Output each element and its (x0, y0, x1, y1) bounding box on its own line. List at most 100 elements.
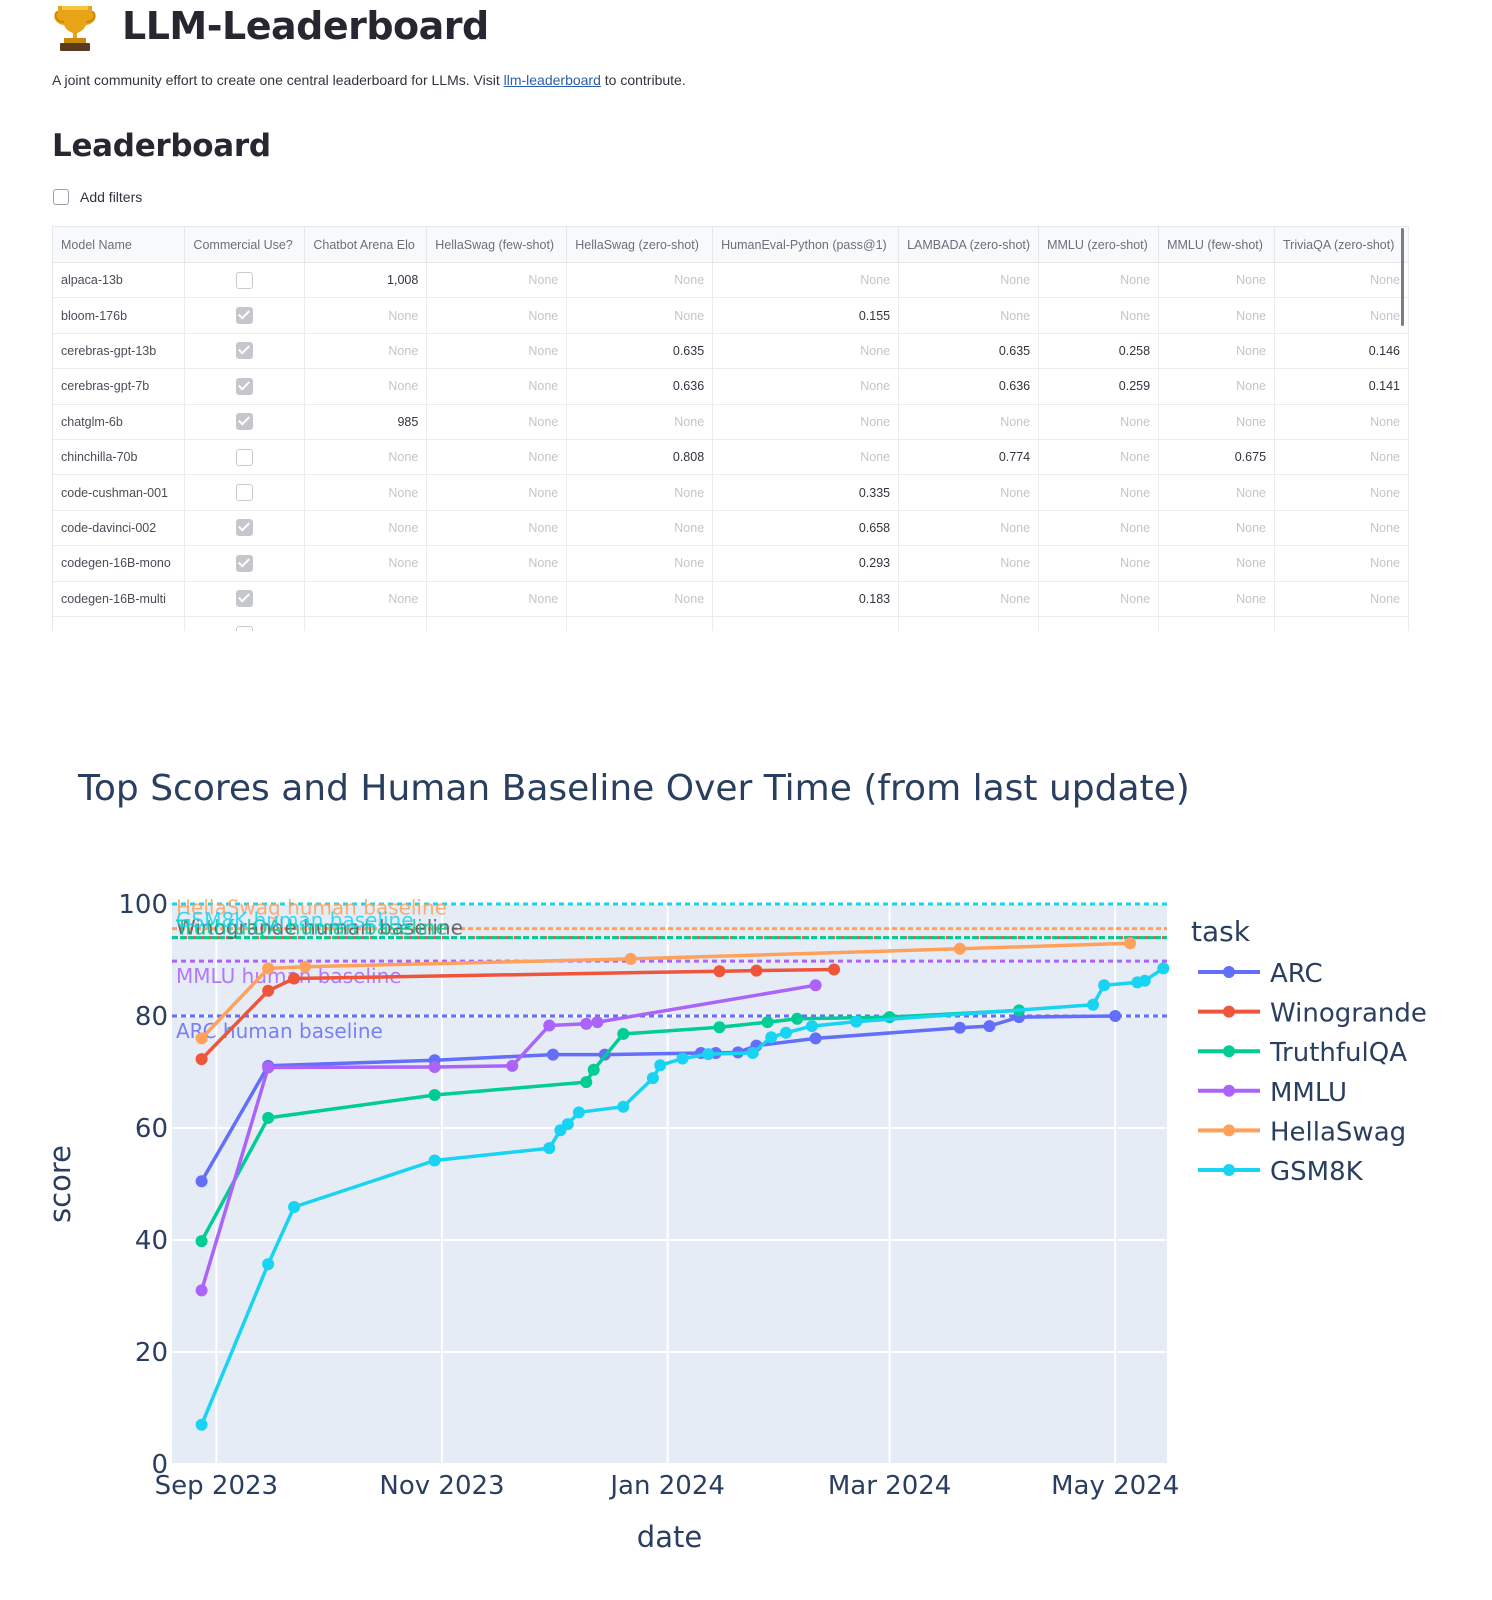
score-cell[interactable]: None (304, 297, 428, 334)
score-cell[interactable]: None (1274, 510, 1409, 547)
score-cell[interactable]: None (304, 581, 428, 617)
score-cell[interactable]: None (1158, 297, 1276, 334)
score-cell[interactable]: None (426, 368, 568, 405)
score-cell[interactable]: None (1158, 368, 1276, 405)
score-cell[interactable]: None (304, 333, 428, 370)
unchecked-checkbox[interactable] (236, 271, 254, 289)
table-row[interactable]: chatglm-6b 985 None None None None None None Non… (53, 404, 1409, 440)
score-cell[interactable]: None (1158, 333, 1276, 370)
score-cell[interactable]: None (1274, 262, 1409, 299)
score-cell[interactable]: None (712, 404, 900, 440)
checked-checkbox[interactable] (236, 413, 254, 431)
score-cell[interactable]: 0.675 (1158, 439, 1276, 476)
model-name-cell[interactable]: code-cushman-001 (53, 474, 186, 511)
score-cell[interactable]: None (426, 439, 568, 476)
score-cell[interactable]: None (566, 474, 714, 511)
table-row[interactable]: code-cushman-001 None None None 0.335 None Non… (53, 474, 1409, 511)
score-cell[interactable]: None (898, 474, 1040, 511)
column-header[interactable]: HellaSwag (few-shot) (426, 227, 568, 263)
column-header[interactable]: MMLU (few-shot) (1158, 227, 1276, 263)
score-cell[interactable]: None (712, 333, 900, 370)
score-cell[interactable]: 0.636 (566, 368, 714, 405)
column-header[interactable]: Commercial Use? (184, 227, 306, 263)
table-row-partial[interactable] (53, 616, 1409, 631)
score-cell[interactable]: 0.258 (1038, 333, 1160, 370)
table-row[interactable]: codegen-16B-multi None None None 0.183 None No… (53, 581, 1409, 617)
score-cell[interactable]: None (1158, 545, 1276, 582)
column-header[interactable]: MMLU (zero-shot) (1038, 227, 1160, 263)
score-cell[interactable]: None (1274, 297, 1409, 334)
commercial-use-cell[interactable] (184, 581, 306, 617)
model-name-cell[interactable]: chinchilla-70b (53, 439, 186, 476)
score-cell[interactable]: None (898, 297, 1040, 334)
score-cell[interactable]: None (1274, 404, 1409, 440)
score-cell[interactable]: None (304, 510, 428, 547)
column-header[interactable]: Chatbot Arena Elo (304, 227, 428, 263)
score-cell[interactable]: None (712, 439, 900, 476)
table-row[interactable]: chinchilla-70b None None 0.808 None 0.774 None… (53, 439, 1409, 476)
model-name-cell[interactable]: cerebras-gpt-13b (53, 333, 186, 370)
score-cell[interactable]: 0.183 (712, 581, 900, 617)
score-cell[interactable]: None (426, 333, 568, 370)
score-cell[interactable]: None (1274, 439, 1409, 476)
table-row[interactable]: alpaca-13b 1,008 None None None None None None N… (53, 262, 1409, 299)
table-scrollbar[interactable] (1401, 228, 1404, 326)
table-row[interactable]: code-davinci-002 None None None 0.658 None Non… (53, 510, 1409, 547)
column-header[interactable]: Model Name (53, 227, 186, 263)
score-cell[interactable]: None (566, 297, 714, 334)
table-row[interactable]: codegen-16B-mono None None None 0.293 None Non… (53, 545, 1409, 582)
score-cell[interactable]: None (1038, 510, 1160, 547)
commercial-use-cell[interactable] (184, 333, 306, 370)
checked-checkbox[interactable] (236, 342, 254, 360)
score-cell[interactable]: 0.155 (712, 297, 900, 334)
table-row[interactable]: bloom-176b None None None 0.155 None None None N… (53, 297, 1409, 334)
score-cell[interactable]: None (304, 545, 428, 582)
model-name-cell[interactable]: chatglm-6b (53, 404, 186, 440)
checked-checkbox[interactable] (236, 554, 254, 572)
score-cell[interactable]: None (712, 368, 900, 405)
unchecked-checkbox[interactable] (236, 484, 254, 502)
checked-checkbox[interactable] (236, 519, 254, 537)
score-cell[interactable]: None (1038, 404, 1160, 440)
score-cell[interactable]: None (426, 404, 568, 440)
checked-checkbox[interactable] (236, 590, 254, 608)
model-name-cell[interactable]: bloom-176b (53, 297, 186, 334)
score-cell[interactable]: 0.141 (1274, 368, 1409, 405)
table-row[interactable]: cerebras-gpt-7b None None 0.636 None 0.636 0.2… (53, 368, 1409, 405)
leaderboard-table[interactable]: Model Name Commercial Use? Chatbot Arena E… (52, 226, 1409, 631)
score-cell[interactable]: None (1158, 581, 1276, 617)
score-cell[interactable]: None (426, 262, 568, 299)
table-row[interactable]: cerebras-gpt-13b None None 0.635 None 0.635 0.… (53, 333, 1409, 370)
score-cell[interactable]: None (898, 510, 1040, 547)
score-cell[interactable]: None (898, 581, 1040, 617)
score-cell[interactable]: None (426, 545, 568, 582)
score-cell[interactable]: 0.635 (566, 333, 714, 370)
score-cell[interactable]: None (1274, 581, 1409, 617)
commercial-use-cell[interactable] (184, 545, 306, 582)
column-header[interactable]: TriviaQA (zero-shot) (1274, 227, 1409, 263)
score-cell[interactable]: None (566, 545, 714, 582)
column-header[interactable]: LAMBADA (zero-shot) (898, 227, 1040, 263)
model-name-cell[interactable]: codegen-16B-multi (53, 581, 186, 617)
model-name-cell[interactable]: codegen-16B-mono (53, 545, 186, 582)
score-cell[interactable]: None (1158, 404, 1276, 440)
score-cell[interactable]: 0.636 (898, 368, 1040, 405)
commercial-use-cell[interactable] (184, 404, 306, 440)
score-cell[interactable]: 985 (304, 404, 428, 440)
column-header[interactable]: HumanEval-Python (pass@1) (712, 227, 900, 263)
commercial-use-cell[interactable] (184, 510, 306, 547)
score-cell[interactable]: None (1038, 297, 1160, 334)
commercial-use-cell[interactable] (184, 439, 306, 476)
score-cell[interactable]: 0.808 (566, 439, 714, 476)
score-cell[interactable]: None (1274, 545, 1409, 582)
add-filters-checkbox[interactable]: Add filters (53, 189, 142, 205)
commercial-use-cell[interactable] (184, 297, 306, 334)
score-cell[interactable]: None (1158, 262, 1276, 299)
checked-checkbox[interactable] (236, 307, 254, 325)
score-cell[interactable]: None (426, 510, 568, 547)
commercial-use-cell[interactable] (184, 262, 306, 299)
score-cell[interactable]: None (566, 510, 714, 547)
score-cell[interactable]: None (304, 368, 428, 405)
score-cell[interactable]: None (1038, 439, 1160, 476)
llm-leaderboard-link[interactable]: llm-leaderboard (503, 72, 601, 88)
